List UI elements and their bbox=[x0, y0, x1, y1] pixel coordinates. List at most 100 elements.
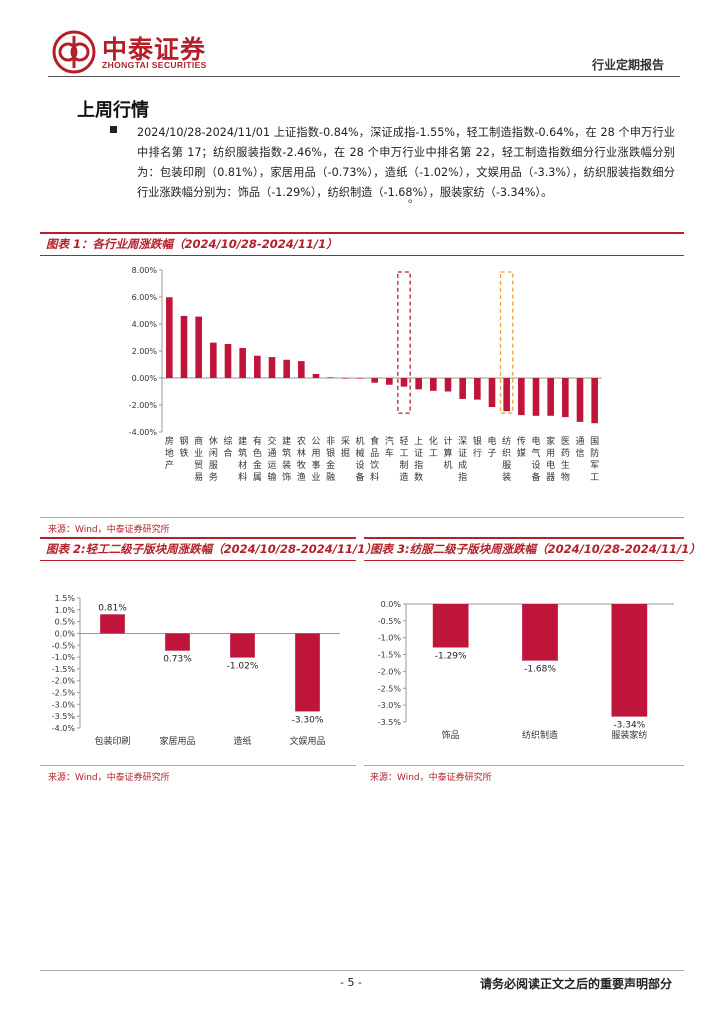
bar bbox=[195, 316, 202, 378]
bar bbox=[283, 359, 290, 378]
x-tick-label: 公用事业 bbox=[311, 436, 320, 483]
bar bbox=[415, 378, 422, 390]
x-tick-label: 电子 bbox=[487, 435, 496, 459]
fig1-source-rule bbox=[40, 517, 684, 518]
x-tick-label: 文娱用品 bbox=[289, 735, 325, 747]
y-tick-label: -1.0% bbox=[52, 653, 76, 662]
y-tick-label: -2.5% bbox=[52, 689, 76, 698]
y-tick-label: -1.5% bbox=[52, 665, 76, 674]
y-tick-label: -3.0% bbox=[52, 700, 76, 709]
y-tick-label: -2.0% bbox=[378, 667, 402, 676]
data-label: -1.29% bbox=[435, 651, 467, 661]
section-title: 上周行情 bbox=[77, 100, 149, 121]
fig2-top-rule bbox=[40, 537, 356, 539]
page-number: - 5 - bbox=[340, 976, 362, 989]
x-tick-label: 化工 bbox=[429, 435, 438, 459]
logo-english-name: ZHONGTAI SECURITIES bbox=[102, 60, 207, 70]
bar bbox=[239, 348, 246, 378]
bar bbox=[562, 378, 569, 418]
x-tick-label: 食品饮料 bbox=[370, 435, 379, 483]
light-industry-subsector-chart: 1.5% 1.0% 0.5% 0.0% -0.5% -1.0% -1.5% -2.0% -2.5… bbox=[52, 594, 340, 747]
x-tick-label: 医药生物 bbox=[561, 436, 570, 483]
bar bbox=[230, 633, 255, 658]
x-tick-label: 上证指数 bbox=[414, 436, 423, 483]
bar bbox=[254, 355, 261, 378]
x-tick-label: 钢铁 bbox=[179, 435, 188, 459]
bar bbox=[430, 378, 437, 391]
bar bbox=[488, 378, 496, 408]
fig3-title-rule bbox=[364, 560, 684, 561]
fig2-source-rule bbox=[40, 765, 356, 766]
bar bbox=[522, 604, 558, 661]
x-tick-label: 包装印刷 bbox=[94, 735, 130, 747]
bar bbox=[474, 378, 481, 400]
bar bbox=[312, 373, 320, 378]
x-tick-label: 饰品 bbox=[442, 729, 460, 741]
fig3-source: 来源：Wind，中泰证券研究所 bbox=[370, 773, 492, 783]
x-tick-label: 深证成指 bbox=[458, 436, 467, 483]
fig2-source: 来源：Wind，中泰证券研究所 bbox=[48, 773, 170, 783]
data-label: 0.73% bbox=[163, 655, 192, 665]
x-tick-label: 电气设备 bbox=[531, 435, 540, 483]
fig1-title-rule bbox=[40, 255, 684, 256]
x-tick-label: 传媒 bbox=[517, 435, 526, 459]
y-tick-label: 2.00% bbox=[132, 347, 158, 356]
highlight-box bbox=[397, 271, 411, 414]
footer-disclaimer: 请务必阅读正文之后的重要声明部分 bbox=[479, 977, 672, 991]
x-tick-label: 服装家纺 bbox=[611, 729, 647, 741]
summary-paragraph: 2024/10/28-2024/11/01 上证指数-0.84%，深证成指-1.… bbox=[137, 126, 675, 199]
x-tick-label: 农林牧渔 bbox=[297, 435, 306, 483]
y-tick-label: -1.0% bbox=[378, 634, 402, 643]
y-tick-label: 8.00% bbox=[132, 266, 158, 275]
fig1-title: 图表 1：各行业周涨跌幅（2024/10/28-2024/11/1） bbox=[46, 237, 338, 251]
x-tick-label: 建筑装饰 bbox=[282, 435, 291, 483]
bar bbox=[459, 378, 466, 399]
bar bbox=[432, 604, 469, 648]
company-logo-icon bbox=[52, 30, 96, 74]
bar bbox=[591, 378, 598, 424]
y-tick-label: 6.00% bbox=[132, 293, 158, 302]
bar bbox=[180, 315, 188, 378]
logo-chinese-name: 中泰证券 bbox=[102, 35, 207, 64]
bar bbox=[386, 378, 393, 385]
fig2-title-rule bbox=[40, 560, 356, 561]
bar bbox=[611, 604, 648, 717]
y-tick-label: 0.0% bbox=[381, 600, 402, 609]
report-type-label: 行业定期报告 bbox=[591, 58, 664, 72]
x-tick-label: 轻工制造 bbox=[399, 435, 408, 483]
x-tick-label: 汽车 bbox=[385, 435, 394, 459]
bar bbox=[356, 378, 364, 379]
y-tick-label: -4.0% bbox=[52, 724, 76, 733]
x-tick-label: 休闲服务 bbox=[209, 435, 218, 483]
y-tick-label: 0.0% bbox=[55, 629, 76, 638]
x-tick-label: 造纸 bbox=[233, 735, 251, 747]
y-tick-label: 1.0% bbox=[55, 606, 76, 615]
bar bbox=[371, 378, 378, 383]
fig3-title: 图表 3:纺服二级子版块周涨跌幅（2024/10/28-2024/11/1） bbox=[370, 542, 701, 556]
x-tick-label: 纺织服装 bbox=[502, 435, 511, 483]
textile-apparel-subsector-chart: 0.0% -0.5% -1.0% -1.5% -2.0% -2.5% -3.0% -3.5% -… bbox=[378, 600, 674, 741]
bar bbox=[327, 377, 334, 378]
data-label: -3.34% bbox=[613, 721, 645, 731]
fig1-top-rule bbox=[40, 232, 684, 234]
bar bbox=[268, 357, 276, 378]
bar bbox=[224, 343, 232, 378]
x-tick-label: 综合 bbox=[223, 435, 232, 459]
y-tick-label: -2.00% bbox=[129, 401, 158, 410]
fig2-title: 图表 2:轻工二级子版块周涨跌幅（2024/10/28-2024/11/1） bbox=[46, 542, 377, 556]
bar bbox=[503, 378, 510, 412]
industry-weekly-change-chart: 8.00% 6.00% 4.00% 2.00% 0.00% -2.00% -4.00% 房地产… bbox=[129, 266, 602, 483]
trailing-mark: 。 bbox=[408, 192, 419, 205]
bar bbox=[165, 633, 190, 651]
data-label: -3.30% bbox=[292, 715, 324, 725]
header-divider bbox=[48, 76, 680, 77]
y-tick-label: -2.0% bbox=[52, 677, 76, 686]
bar bbox=[166, 297, 173, 378]
y-tick-label: -3.5% bbox=[52, 712, 76, 721]
x-tick-label: 建筑材料 bbox=[238, 435, 247, 483]
x-tick-label: 家居用品 bbox=[159, 735, 195, 747]
y-tick-label: 4.00% bbox=[132, 320, 158, 329]
y-tick-label: -3.0% bbox=[378, 701, 402, 710]
y-tick-label: -1.5% bbox=[378, 651, 402, 660]
bar bbox=[210, 342, 217, 378]
